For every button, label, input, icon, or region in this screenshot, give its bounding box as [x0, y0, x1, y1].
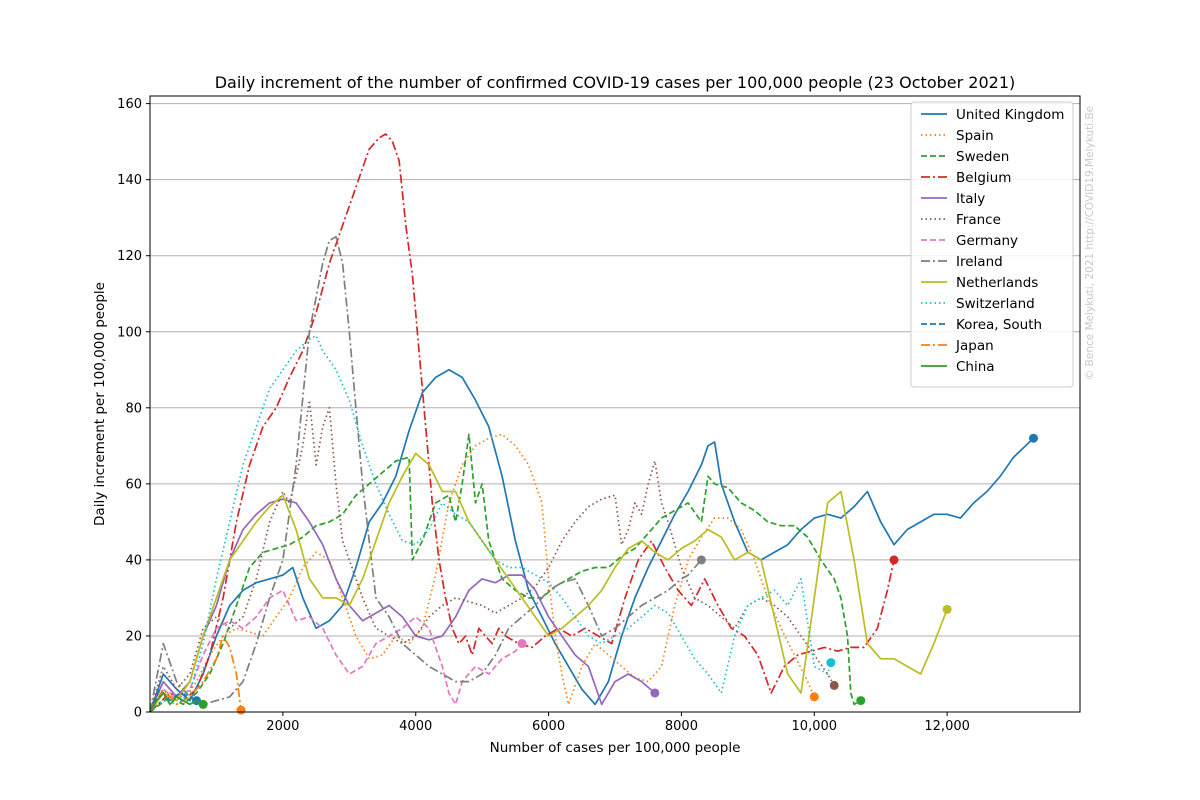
series-line-united-kingdom: [149, 368, 1035, 713]
series-line-korea-south: [149, 688, 197, 713]
legend-label-belgium: Belgium: [956, 170, 1011, 186]
series-switzerland: [149, 334, 836, 713]
legend-box: [910, 101, 1074, 388]
series-endpoint-china: [198, 699, 208, 709]
series-line-japan: [149, 635, 242, 713]
y-tick-label-0: 0: [134, 706, 142, 721]
series-line-netherlands: [149, 452, 948, 713]
y-tick-label-4: 80: [125, 401, 142, 416]
series-line-germany: [149, 589, 523, 713]
series-endpoint-france: [829, 680, 839, 690]
y-axis: 0 20 40 60 80 100 120 140 160: [117, 97, 150, 721]
y-tick-label-5: 100: [117, 325, 142, 340]
series-line-belgium: [149, 133, 895, 713]
series-line-sweden: [149, 433, 862, 713]
legend-label-china: China: [956, 359, 995, 375]
series-ireland: [149, 235, 706, 713]
x-axis: 2000 4000 6000 8000 10,000 12,000: [266, 712, 970, 734]
series-line-ireland: [149, 235, 703, 713]
series-sweden: [149, 433, 866, 713]
x-tick-label-4: 10,000: [792, 719, 838, 734]
series-belgium: [149, 133, 899, 713]
legend-label-netherlands: Netherlands: [956, 275, 1038, 291]
series-endpoint-spain: [809, 692, 819, 702]
series-endpoint-ireland: [696, 555, 706, 565]
series-italy: [149, 498, 660, 713]
series-france: [149, 399, 839, 713]
series-endpoint-netherlands: [942, 604, 952, 614]
series-endpoint-switzerland: [826, 658, 836, 668]
y-tick-label-7: 140: [117, 173, 142, 188]
legend-label-italy: Italy: [956, 191, 985, 207]
legend-label-korea-south: Korea, South: [956, 317, 1042, 333]
x-tick-label-1: 4000: [399, 719, 432, 734]
series-line-china: [149, 692, 204, 713]
legend-label-sweden: Sweden: [956, 149, 1009, 165]
watermark: © Bence Melykuti, 2021 http://COVID19.Me…: [1084, 106, 1096, 380]
y-tick-label-1: 20: [125, 629, 142, 644]
series-line-switzerland: [149, 334, 832, 713]
series-endpoint-italy: [650, 688, 660, 698]
series-endpoint-japan: [236, 705, 246, 715]
x-tick-label-3: 8000: [665, 719, 698, 734]
y-tick-label-2: 40: [125, 553, 142, 568]
legend-label-spain: Spain: [956, 128, 994, 144]
series-endpoint-united-kingdom: [1029, 433, 1038, 443]
plot-frame: [149, 95, 1081, 713]
chart-title: Daily increment of the number of confirm…: [215, 73, 1016, 92]
legend-label-ireland: Ireland: [956, 254, 1003, 270]
y-axis-label: Daily increment per 100,000 people: [92, 282, 108, 526]
series-spain: [149, 433, 819, 713]
series-line-italy: [149, 498, 656, 713]
series-china: [149, 692, 208, 713]
y-tick-label-6: 120: [117, 249, 142, 264]
x-tick-label-2: 6000: [532, 719, 565, 734]
series-endpoint-sweden: [856, 696, 866, 706]
x-tick-label-0: 2000: [266, 719, 299, 734]
legend-label-germany: Germany: [956, 233, 1018, 249]
legend-label-japan: Japan: [955, 338, 994, 354]
y-tick-label-8: 160: [117, 97, 142, 112]
series-layer: [149, 133, 1038, 715]
x-axis-label: Number of cases per 100,000 people: [490, 740, 741, 756]
series-endpoint-germany: [517, 639, 527, 649]
legend-label-switzerland: Switzerland: [956, 296, 1035, 312]
series-netherlands: [149, 452, 952, 713]
legend: United Kingdom Spain Sweden Belgium Italy Fra…: [910, 101, 1074, 388]
x-tick-label-5: 12,000: [924, 719, 970, 734]
legend-label-united-kingdom: United Kingdom: [956, 107, 1064, 123]
legend-label-france: France: [956, 212, 1001, 228]
series-line-france: [149, 399, 835, 713]
y-tick-label-3: 60: [125, 477, 142, 492]
series-united-kingdom: [149, 368, 1038, 713]
series-endpoint-belgium: [889, 555, 899, 565]
